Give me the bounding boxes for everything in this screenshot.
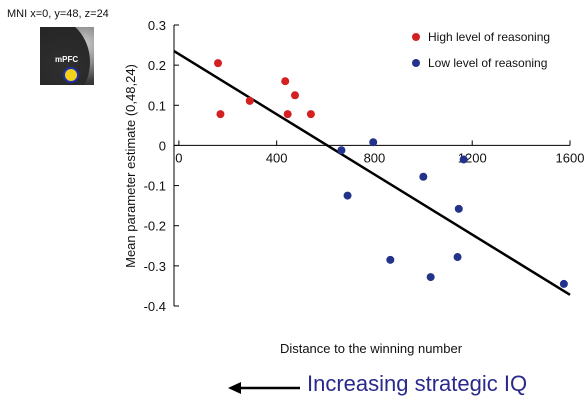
y-tick-label: 0.1 bbox=[148, 98, 166, 113]
data-points bbox=[214, 59, 568, 288]
x-axis-title: Distance to the winning number bbox=[280, 341, 463, 356]
x-tick-label: 400 bbox=[266, 150, 288, 165]
high-reasoning-point bbox=[245, 96, 254, 105]
low-reasoning-point bbox=[454, 204, 463, 213]
y-tick-label: -0.3 bbox=[144, 259, 166, 274]
strategic-iq-annotation: Increasing strategic IQ bbox=[307, 371, 528, 396]
y-tick-label: 0.2 bbox=[148, 58, 166, 73]
low-reasoning-point bbox=[386, 255, 395, 264]
legend: High level of reasoning Low level of reas… bbox=[412, 30, 550, 70]
low-reasoning-point bbox=[337, 146, 346, 155]
roi-label: mPFC bbox=[55, 55, 79, 64]
roi-marker bbox=[63, 67, 79, 83]
left-arrow-icon bbox=[228, 382, 300, 394]
x-tick-label: 1600 bbox=[556, 150, 585, 165]
brain-slice-image: mPFC bbox=[40, 27, 94, 85]
high-reasoning-point bbox=[291, 91, 299, 100]
legend-label: High level of reasoning bbox=[428, 30, 550, 44]
x-tick-label: 0 bbox=[175, 150, 182, 165]
high-reasoning-point bbox=[283, 110, 292, 119]
low-reasoning-point bbox=[426, 273, 435, 282]
high-reasoning-point bbox=[214, 59, 222, 68]
y-tick-label: -0.4 bbox=[144, 299, 166, 314]
y-tick-label: 0.3 bbox=[148, 18, 166, 33]
low-reasoning-point bbox=[459, 155, 468, 164]
high-reasoning-point bbox=[306, 110, 315, 119]
legend-label: Low level of reasoning bbox=[428, 56, 547, 70]
regression-line-group bbox=[173, 50, 571, 296]
y-tick-label: -0.2 bbox=[144, 219, 166, 234]
mni-coordinates-caption: MNI x=0, y=48, z=24 bbox=[7, 8, 109, 20]
y-axis-title: Mean parameter estimate (0,48,24) bbox=[123, 64, 138, 268]
regression-line bbox=[173, 50, 571, 296]
y-tick-label: 0 bbox=[159, 138, 166, 153]
low-reasoning-point bbox=[419, 172, 428, 181]
low-reasoning-point bbox=[453, 253, 462, 262]
high-reasoning-point bbox=[281, 77, 290, 86]
high-reasoning-point bbox=[216, 110, 225, 119]
x-tick-label: 800 bbox=[364, 150, 386, 165]
legend-marker bbox=[412, 59, 420, 67]
low-reasoning-point bbox=[343, 191, 352, 200]
legend-marker bbox=[412, 33, 420, 41]
ticks: 0.30.20.10-0.1-0.2-0.3-0.40 400 800 1200 160… bbox=[144, 18, 585, 314]
low-reasoning-point bbox=[369, 138, 378, 147]
y-tick-label: -0.1 bbox=[144, 179, 166, 194]
low-reasoning-point bbox=[559, 279, 568, 288]
